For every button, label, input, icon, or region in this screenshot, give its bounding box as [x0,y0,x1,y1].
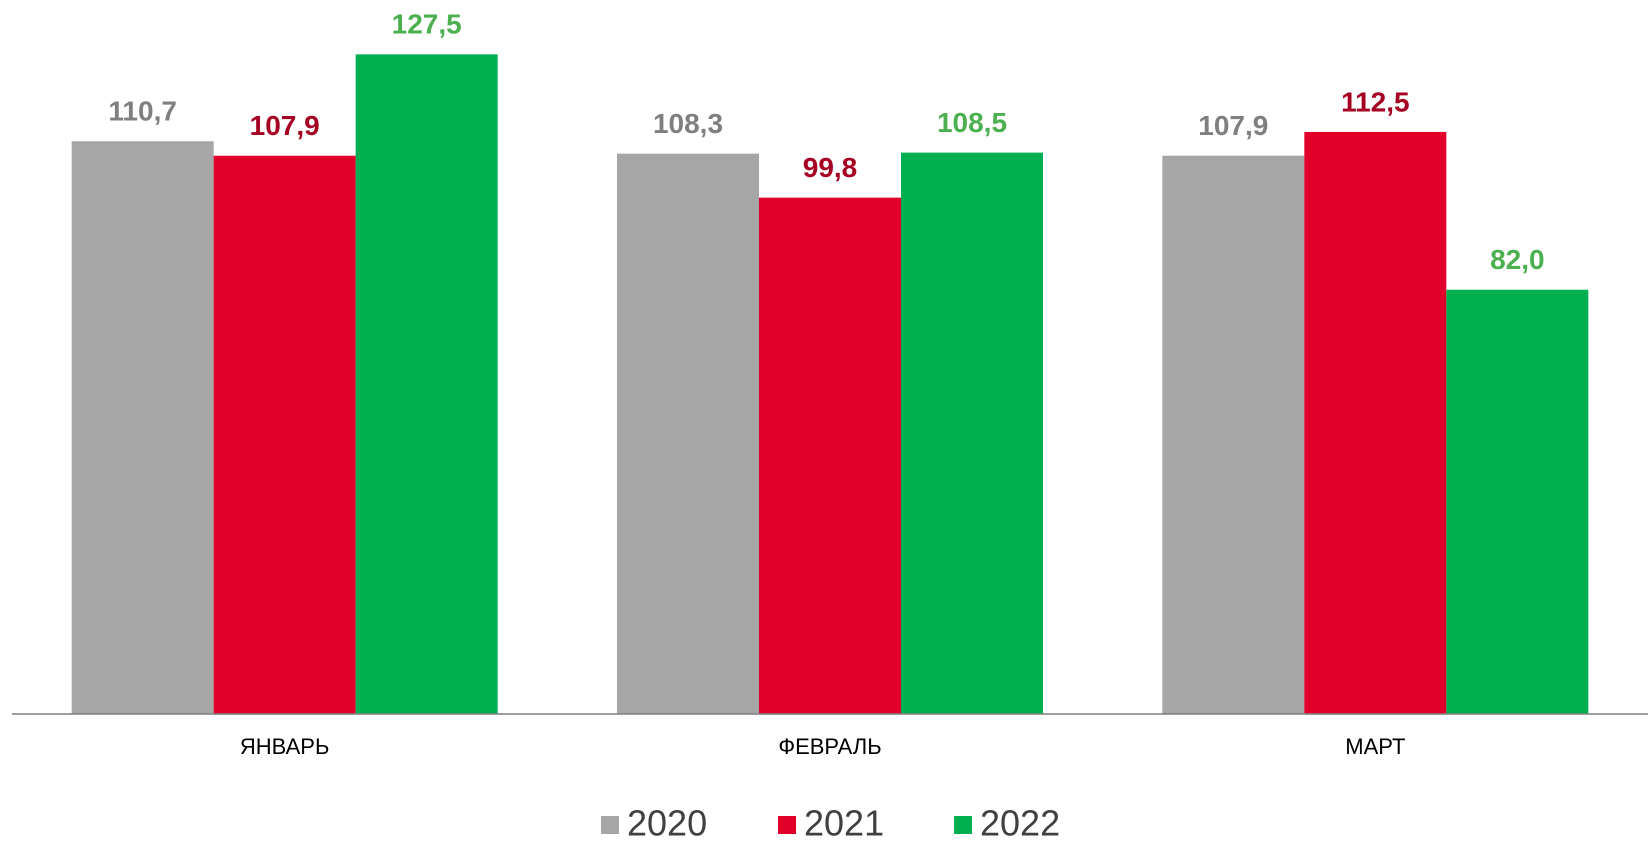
value-label: 112,5 [1341,86,1410,117]
bar [617,153,759,714]
x-tick-label: ЯНВАРЬ [240,734,330,759]
value-label: 107,9 [1198,110,1268,141]
legend-swatch [778,816,796,834]
bar [901,152,1043,714]
bar [355,54,498,714]
bar [759,197,901,714]
bar [71,141,214,715]
legend-label: 2022 [980,803,1060,843]
legend-swatch [601,816,619,834]
value-label: 82,0 [1490,244,1545,275]
value-label: 110,7 [108,96,177,127]
legend-swatch [954,816,972,834]
bar [1446,289,1589,714]
bar [1304,131,1447,714]
value-label: 108,5 [937,107,1007,138]
value-label: 127,5 [392,9,462,40]
value-label: 99,8 [803,152,858,183]
legend-label: 2021 [804,803,884,843]
x-tick-label: ФЕВРАЛЬ [778,734,881,759]
bar [1162,155,1305,714]
value-label: 108,3 [653,108,723,139]
x-tick-label: МАРТ [1345,734,1405,759]
legend-label: 2020 [627,803,707,843]
bar [213,155,356,714]
value-label: 107,9 [250,110,320,141]
